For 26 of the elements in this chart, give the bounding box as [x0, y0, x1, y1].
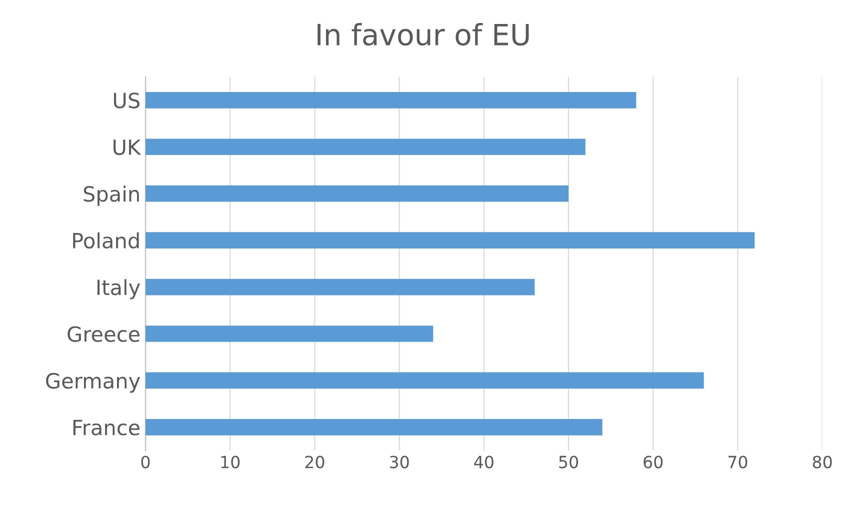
x-tick-label: 40: [474, 456, 494, 468]
x-tick-label: 20: [305, 456, 324, 468]
bar: [146, 372, 704, 389]
x-tick-label: 10: [221, 456, 240, 468]
y-tick-label: UK: [114, 140, 142, 156]
x-tick-label: 30: [390, 456, 409, 468]
bar: [146, 185, 569, 202]
x-tick-label: 80: [812, 456, 832, 468]
bar: [146, 232, 755, 248]
y-tick-label: France: [73, 420, 140, 436]
y-tick-label: US: [114, 92, 140, 108]
x-tick-label: 50: [559, 456, 578, 468]
y-tick-label: Germany: [46, 372, 140, 393]
y-tick-label: Greece: [68, 326, 140, 342]
y-tick-label: Spain: [84, 186, 139, 206]
bar: [146, 419, 602, 436]
bar: [146, 92, 636, 108]
bar: [146, 326, 434, 342]
x-tick-label: 70: [728, 456, 748, 468]
x-tick-label: 0: [141, 456, 150, 468]
x-tick-label: 60: [644, 456, 663, 468]
bar: [146, 138, 586, 156]
chart-title: In favour of EU: [318, 23, 529, 46]
y-tick-label: Italy: [97, 279, 140, 300]
bar: [146, 278, 535, 296]
y-tick-label: Poland: [73, 232, 139, 249]
